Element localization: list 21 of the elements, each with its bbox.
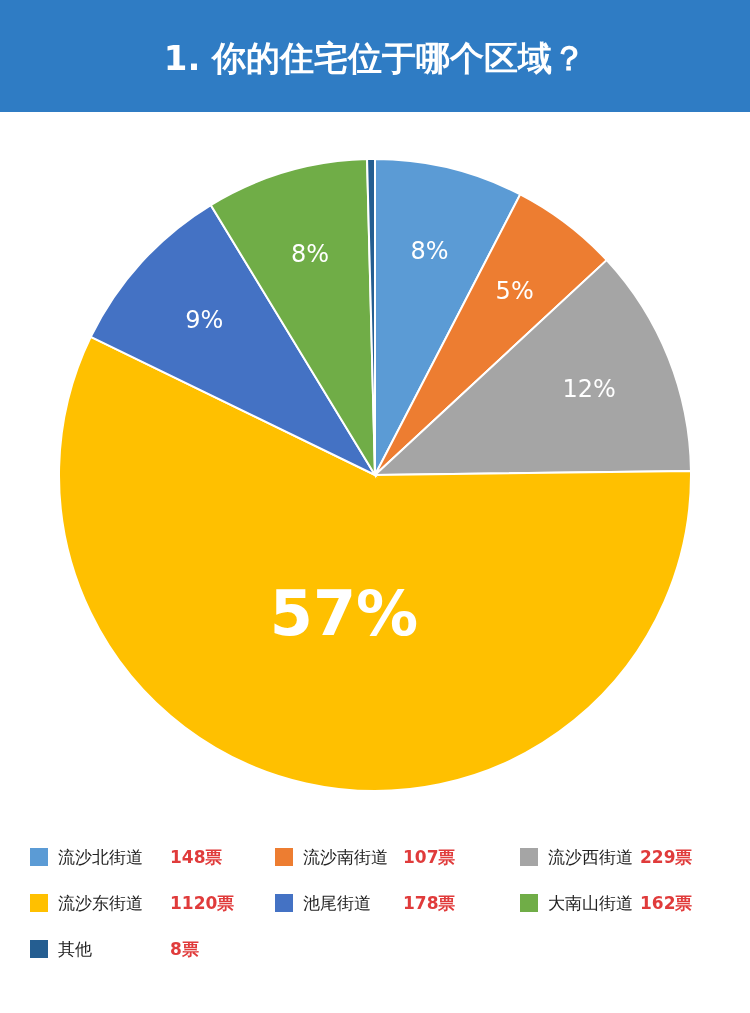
legend-label: 流沙北街道 — [58, 847, 143, 867]
text: 107票 — [403, 847, 456, 867]
text: 162票 — [640, 893, 693, 913]
data-label: 57% — [269, 577, 419, 651]
text: 8票 — [170, 939, 199, 959]
legend-label: 流沙南街道 — [303, 847, 388, 867]
legend-label: 流沙东街道 — [58, 893, 143, 913]
legend-label: 大南山街道 — [548, 893, 633, 913]
text: 229票 — [640, 847, 693, 867]
legend-label: 流沙西街道 — [548, 847, 633, 867]
legend-label: 其他 — [58, 939, 92, 959]
data-label: 5% — [495, 277, 534, 306]
text: 148票 — [170, 847, 223, 867]
legend-label: 池尾街道 — [303, 893, 371, 913]
data-label: 9% — [185, 305, 224, 334]
data-label: 8% — [290, 239, 329, 268]
chart-title: 1. 你的住宅位于哪个区域？ — [163, 38, 587, 78]
text: 1120票 — [170, 893, 235, 913]
text: 178票 — [403, 893, 456, 913]
data-label: 12% — [562, 375, 616, 404]
data-label: 8% — [410, 236, 449, 265]
